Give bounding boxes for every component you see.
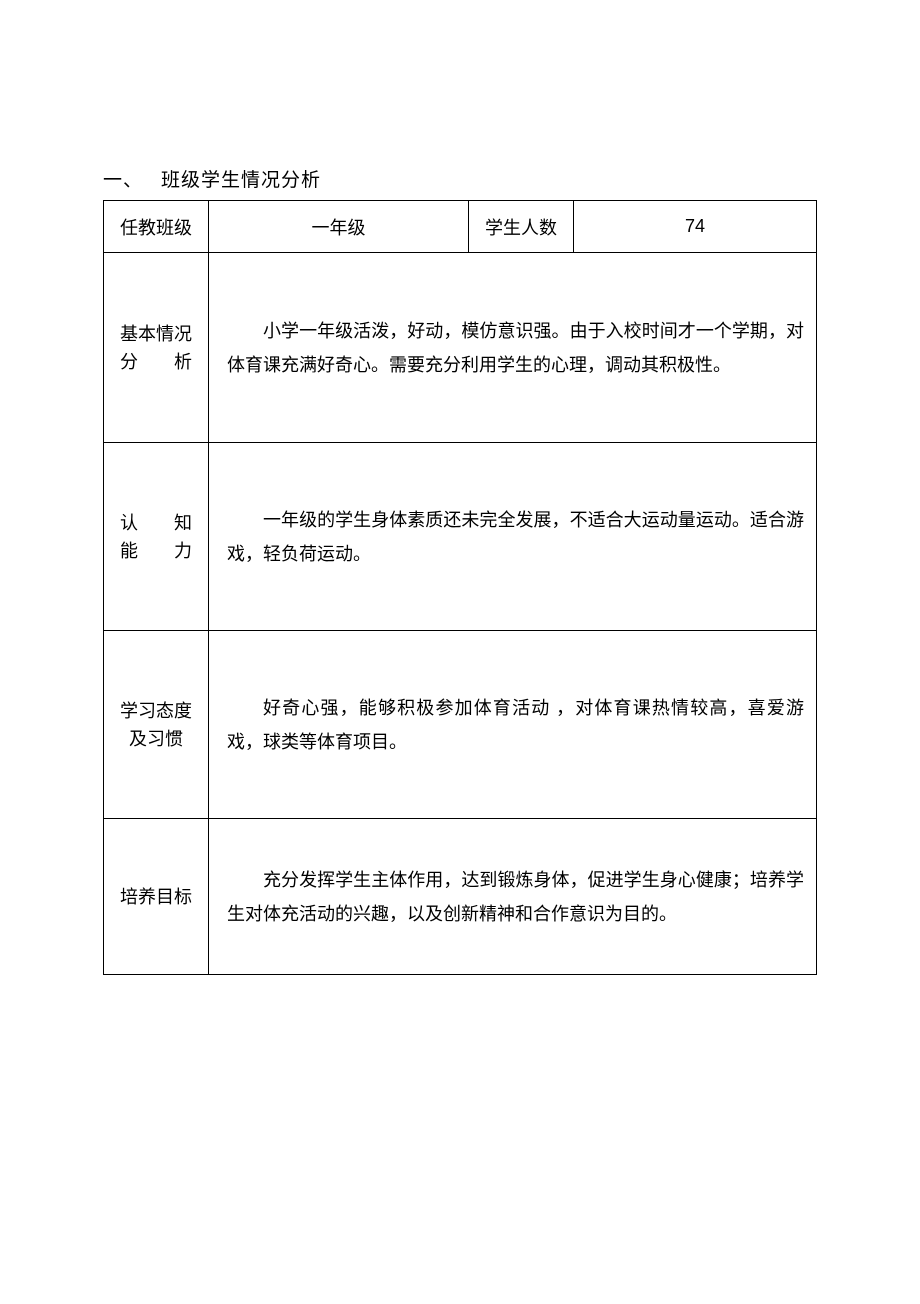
row-basic-content-cell: 小学一年级活泼，好动，模仿意识强。由于入校时间才一个学期，对体育课充满好奇心。需… — [209, 253, 817, 443]
row-basic-situation: 基本情况 分 析 小学一年级活泼，好动，模仿意识强。由于入校时间才一个学期，对体… — [104, 253, 817, 443]
label-text: 及习惯 — [129, 725, 183, 753]
row-goal-label: 培养目标 — [104, 819, 209, 975]
label-char: 分 — [120, 348, 138, 376]
row-goal-content: 充分发挥学生主体作用，达到锻炼身体，促进学生身心健康；培养学生对体充活动的兴趣，… — [227, 863, 804, 931]
table-header-row: 任教班级 一年级 学生人数 74 — [104, 201, 817, 253]
label-text: 基本情况 — [120, 320, 192, 348]
row-attitude-label: 学习态度 及习惯 — [104, 631, 209, 819]
label-char: 能 — [120, 537, 138, 565]
header-count-label: 学生人数 — [469, 201, 574, 253]
section-text: 班级学生情况分析 — [161, 170, 321, 191]
label-text: 学习态度 — [120, 697, 192, 725]
label-char: 认 — [120, 509, 138, 537]
row-basic-content: 小学一年级活泼，好动，模仿意识强。由于入校时间才一个学期，对体育课充满好奇心。需… — [227, 314, 804, 382]
row-cognitive-content-cell: 一年级的学生身体素质还未完全发展，不适合大运动量运动。适合游戏，轻负荷运动。 — [209, 443, 817, 631]
row-goal: 培养目标 充分发挥学生主体作用，达到锻炼身体，促进学生身心健康；培养学生对体充活… — [104, 819, 817, 975]
row-goal-content-cell: 充分发挥学生主体作用，达到锻炼身体，促进学生身心健康；培养学生对体充活动的兴趣，… — [209, 819, 817, 975]
section-number: 一、 — [103, 165, 143, 192]
header-count-value: 74 — [574, 201, 817, 253]
row-basic-label: 基本情况 分 析 — [104, 253, 209, 443]
label-char: 析 — [174, 348, 192, 376]
header-class-label: 任教班级 — [104, 201, 209, 253]
label-char: 知 — [174, 509, 192, 537]
analysis-table: 任教班级 一年级 学生人数 74 基本情况 分 析 小学一年级活泼，好动，模仿意… — [103, 200, 817, 975]
row-cognitive-content: 一年级的学生身体素质还未完全发展，不适合大运动量运动。适合游戏，轻负荷运动。 — [227, 503, 804, 571]
row-attitude-content-cell: 好奇心强，能够积极参加体育活动 ，对体育课热情较高，喜爱游戏，球类等体育项目。 — [209, 631, 817, 819]
row-cognitive-label: 认 知 能 力 — [104, 443, 209, 631]
section-title: 一、班级学生情况分析 — [103, 165, 817, 192]
label-char: 力 — [174, 537, 192, 565]
row-cognitive: 认 知 能 力 一年级的学生身体素质还未完全发展，不适合大运动量运动。适合游戏，… — [104, 443, 817, 631]
row-attitude-content: 好奇心强，能够积极参加体育活动 ，对体育课热情较高，喜爱游戏，球类等体育项目。 — [227, 691, 804, 759]
row-attitude: 学习态度 及习惯 好奇心强，能够积极参加体育活动 ，对体育课热情较高，喜爱游戏，… — [104, 631, 817, 819]
header-grade-value: 一年级 — [209, 201, 469, 253]
